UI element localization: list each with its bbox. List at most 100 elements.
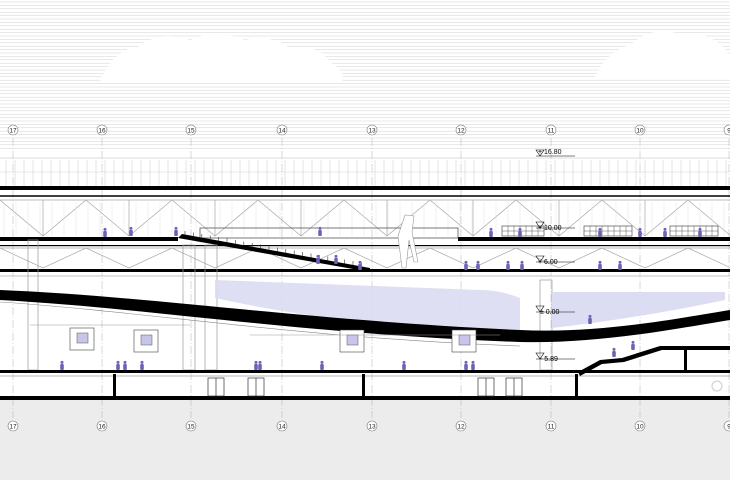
people <box>60 226 702 370</box>
person-figure <box>489 227 493 237</box>
grid-axis-labels-top: 17 16 15 14 13 12 11 10 9 <box>7 124 730 136</box>
stair-upper <box>178 231 370 272</box>
glazing-zone <box>215 280 520 330</box>
person-figure <box>140 360 144 370</box>
ground-below <box>0 400 730 480</box>
grid-axis-bubble <box>185 420 197 432</box>
person-figure <box>476 260 480 270</box>
person-figure <box>318 226 322 236</box>
person-figure <box>402 360 406 370</box>
person-figure <box>506 260 510 270</box>
person-figure <box>254 360 258 370</box>
person-figure <box>598 227 602 237</box>
grid-axis-bubble <box>7 124 19 136</box>
level-label-lower: - 5.89 <box>540 356 558 363</box>
level-marker-roof: + 16.80 <box>535 149 575 157</box>
grid-axis-label: 17 <box>9 423 17 430</box>
grid-axis-label: 12 <box>457 423 465 430</box>
level-marker-upper: + 10.00 <box>535 221 575 232</box>
grid-axis-bubble <box>634 124 646 136</box>
person-figure <box>123 360 127 370</box>
exhibit-frames <box>30 324 500 353</box>
ground-deck-ramp <box>0 290 730 343</box>
doors <box>207 377 523 397</box>
grid-axis-bubble <box>276 124 288 136</box>
person-figure <box>631 340 635 350</box>
grid-axis-bubble <box>96 124 108 136</box>
grid-axis-bubble <box>455 124 467 136</box>
person-figure <box>129 226 133 236</box>
clouds <box>100 31 730 82</box>
grid-axis-labels-bottom: 17 16 15 14 13 12 11 10 9 <box>7 420 730 432</box>
level-marker-ground: ± 0.00 <box>535 305 575 316</box>
person-figure <box>334 254 338 264</box>
person-figure <box>638 227 642 237</box>
person-figure <box>588 314 592 324</box>
canopy-mullions <box>0 160 730 186</box>
grid-axis-label: 9 <box>727 423 730 430</box>
person-figure <box>60 360 64 370</box>
person-figure <box>598 260 602 270</box>
person-figure <box>471 360 475 370</box>
ground-deck-underside <box>0 301 521 347</box>
person-figure <box>663 227 667 237</box>
grid-axis-lines <box>12 138 730 418</box>
person-figure <box>358 260 362 270</box>
stair-lower <box>578 346 730 376</box>
grid-axis-bubble <box>723 124 730 136</box>
level-label-roof: + 16.80 <box>538 149 562 156</box>
level-marker-lower: - 5.89 <box>535 352 575 363</box>
sculpture <box>397 214 419 269</box>
grid-axis-label: 12 <box>457 127 465 134</box>
grid-axis-bubble <box>634 420 646 432</box>
person-figure <box>612 347 616 357</box>
grid-axis-bubble <box>545 420 557 432</box>
person-figure <box>103 227 107 237</box>
grid-axis-bubble <box>96 420 108 432</box>
person-figure <box>316 254 320 264</box>
level-label-middle: + 6.00 <box>538 259 558 266</box>
grid-axis-label: 16 <box>98 127 106 134</box>
grid-axis-label: 14 <box>278 127 286 134</box>
level-label-ground: ± 0.00 <box>540 309 560 316</box>
person-figure <box>464 260 468 270</box>
level-marker-middle: + 6.00 <box>535 255 575 266</box>
grid-axis-label: 11 <box>548 127 555 134</box>
steel-truss <box>0 199 730 269</box>
grid-axis-label: 13 <box>368 127 376 134</box>
grid-axis-bubble <box>276 420 288 432</box>
grid-axis-label: 9 <box>727 127 730 134</box>
watermark-mark <box>711 380 723 392</box>
grid-axis-label: 14 <box>278 423 286 430</box>
person-figure <box>174 226 178 236</box>
grid-axis-label: 15 <box>187 127 195 134</box>
grid-axis-label: 16 <box>98 423 106 430</box>
grid-axis-bubble <box>723 420 730 432</box>
grid-axis-bubble <box>185 124 197 136</box>
grid-axis-label: 11 <box>548 423 555 430</box>
person-figure <box>464 360 468 370</box>
level-label-upper: + 10.00 <box>538 225 562 232</box>
person-figure <box>116 360 120 370</box>
grid-axis-label: 10 <box>636 423 644 430</box>
person-figure <box>618 260 622 270</box>
person-figure <box>520 260 524 270</box>
person-figure <box>698 227 702 237</box>
roof-canopy <box>0 157 730 197</box>
lower-level-floor <box>0 370 730 400</box>
grid-axis-bubble <box>366 124 378 136</box>
grid-axis-label: 15 <box>187 423 195 430</box>
person-figure <box>258 360 262 370</box>
person-figure <box>518 227 522 237</box>
glazing-zone-right <box>552 292 725 328</box>
grid-axis-label: 10 <box>636 127 644 134</box>
grid-axis-bubble <box>7 420 19 432</box>
grid-axis-bubble <box>455 420 467 432</box>
upper-floor-slab <box>0 227 730 247</box>
grid-axis-bubble <box>366 420 378 432</box>
person-figure <box>320 360 324 370</box>
grid-axis-label: 13 <box>368 423 376 430</box>
grid-axis-label: 17 <box>9 127 17 134</box>
